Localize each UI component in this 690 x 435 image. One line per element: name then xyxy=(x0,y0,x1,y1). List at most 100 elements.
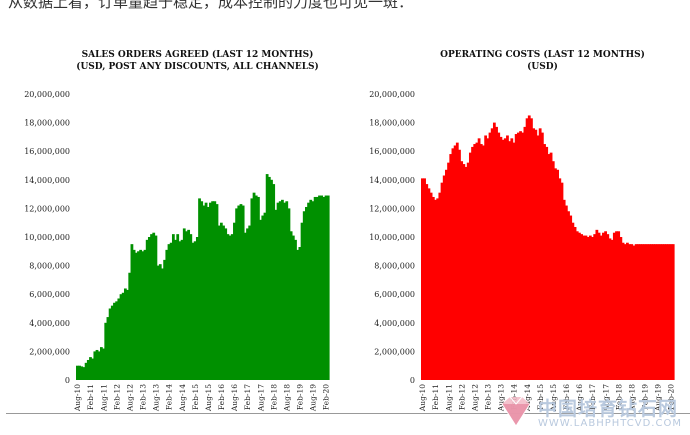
sales-bar xyxy=(291,235,295,380)
sales-bar xyxy=(80,366,84,380)
sales-bar xyxy=(150,234,153,380)
costs-bar xyxy=(516,132,520,380)
sales-bar xyxy=(298,247,302,380)
costs-bar xyxy=(434,199,437,380)
sales-bar xyxy=(134,252,138,380)
costs-x-tick-label: Feb-18 xyxy=(614,384,623,410)
sales-x-tick-label: Feb-20 xyxy=(322,384,331,410)
sales-bar xyxy=(219,222,223,380)
costs-bar xyxy=(519,131,522,380)
sales-y-tick-label: 20,000,000 xyxy=(24,90,70,99)
sales-bar xyxy=(278,201,282,380)
costs-bar xyxy=(492,122,496,380)
costs-bar xyxy=(547,154,551,380)
sales-x-tick-label: Aug-14 xyxy=(178,384,187,412)
costs-bar xyxy=(521,132,525,380)
sales-bar xyxy=(167,244,171,380)
sales-bar xyxy=(141,251,145,380)
sales-bar xyxy=(230,234,234,380)
sales-bar xyxy=(198,198,201,380)
sales-x-tick-label: Aug-17 xyxy=(256,384,265,412)
costs-bar xyxy=(477,138,481,380)
sales-bar xyxy=(152,232,156,380)
costs-x-tick-label: Aug-16 xyxy=(575,384,584,412)
sales-chart-title: SALES ORDERS AGREED (LAST 12 MONTHS) xyxy=(82,49,314,60)
costs-bar xyxy=(440,182,444,380)
sales-bar xyxy=(204,202,208,380)
costs-bar xyxy=(645,244,649,380)
sales-bar xyxy=(163,259,167,380)
costs-x-tick-label: Aug-13 xyxy=(497,384,506,412)
costs-y-tick-label: 8,000,000 xyxy=(374,262,415,271)
sales-bar xyxy=(246,228,249,380)
costs-bar xyxy=(560,182,564,380)
sales-bar xyxy=(108,308,112,380)
costs-y-tick-label: 6,000,000 xyxy=(374,290,415,299)
sales-bar xyxy=(222,225,225,380)
costs-bar xyxy=(468,152,472,380)
sales-bar xyxy=(97,351,101,380)
costs-bar xyxy=(636,244,640,380)
costs-bar xyxy=(554,168,557,380)
sales-bar xyxy=(235,208,238,380)
sales-x-tick-label: Aug-16 xyxy=(230,384,239,412)
costs-bar xyxy=(612,232,616,380)
costs-bar xyxy=(593,234,597,380)
sales-bar xyxy=(233,222,236,380)
costs-bar xyxy=(580,234,583,380)
costs-bar xyxy=(447,162,450,380)
sales-bar xyxy=(132,249,136,380)
costs-bar xyxy=(538,128,542,380)
sales-bar xyxy=(110,305,114,380)
sales-bar xyxy=(324,195,328,380)
costs-bar xyxy=(442,175,446,380)
costs-bar xyxy=(536,135,540,380)
costs-y-tick-label: 4,000,000 xyxy=(374,319,415,328)
sales-bar xyxy=(248,225,252,380)
caption-text: 从数据上看，订单量趋于稳定，成本控制的力度也可见一斑： xyxy=(8,0,414,11)
costs-bar xyxy=(639,244,642,380)
costs-bar xyxy=(654,244,658,380)
costs-chart-subtitle: (USD) xyxy=(527,61,558,72)
sales-bar xyxy=(130,244,134,380)
sales-x-tick-label: Feb-19 xyxy=(296,384,305,410)
costs-bar xyxy=(514,134,518,380)
costs-bar xyxy=(556,169,559,380)
costs-y-tick-label: 10,000,000 xyxy=(369,233,415,242)
costs-bar xyxy=(436,198,440,380)
sales-y-tick-label: 4,000,000 xyxy=(29,319,70,328)
costs-bar xyxy=(619,237,623,380)
costs-bar xyxy=(623,244,627,380)
costs-x-tick-label: Feb-19 xyxy=(641,384,650,410)
costs-bar xyxy=(458,149,461,380)
sales-bar xyxy=(158,264,162,380)
sales-bar xyxy=(84,362,88,380)
sales-bar xyxy=(283,202,286,380)
bottom-divider xyxy=(6,413,690,414)
costs-x-tick-label: Aug-17 xyxy=(601,384,610,412)
costs-x-tick-label: Feb-13 xyxy=(484,384,493,410)
sales-bar xyxy=(102,348,105,380)
sales-bar xyxy=(139,249,143,380)
costs-bar xyxy=(665,244,669,380)
costs-bar xyxy=(584,235,588,380)
sales-bar xyxy=(165,249,169,380)
sales-bar xyxy=(193,241,197,380)
sales-bar xyxy=(78,365,81,380)
sales-x-tick-label: Feb-15 xyxy=(191,384,200,410)
sales-bar xyxy=(272,184,276,380)
sales-bar xyxy=(226,234,230,380)
sales-y-tick-label: 18,000,000 xyxy=(24,119,70,128)
sales-bar xyxy=(176,234,180,380)
costs-bar xyxy=(597,232,601,380)
sales-bar xyxy=(313,196,317,380)
sales-y-tick-label: 0 xyxy=(65,376,70,385)
watermark: 中国培育钻石网 WWW.LABHPHTCVD.COM xyxy=(498,392,688,434)
costs-bar xyxy=(567,211,570,380)
sales-bar xyxy=(206,206,210,380)
costs-bar xyxy=(615,231,618,380)
costs-bar xyxy=(506,135,509,380)
costs-bar xyxy=(464,166,468,380)
costs-bar xyxy=(497,132,501,380)
costs-x-tick-label: Aug-11 xyxy=(444,384,453,412)
